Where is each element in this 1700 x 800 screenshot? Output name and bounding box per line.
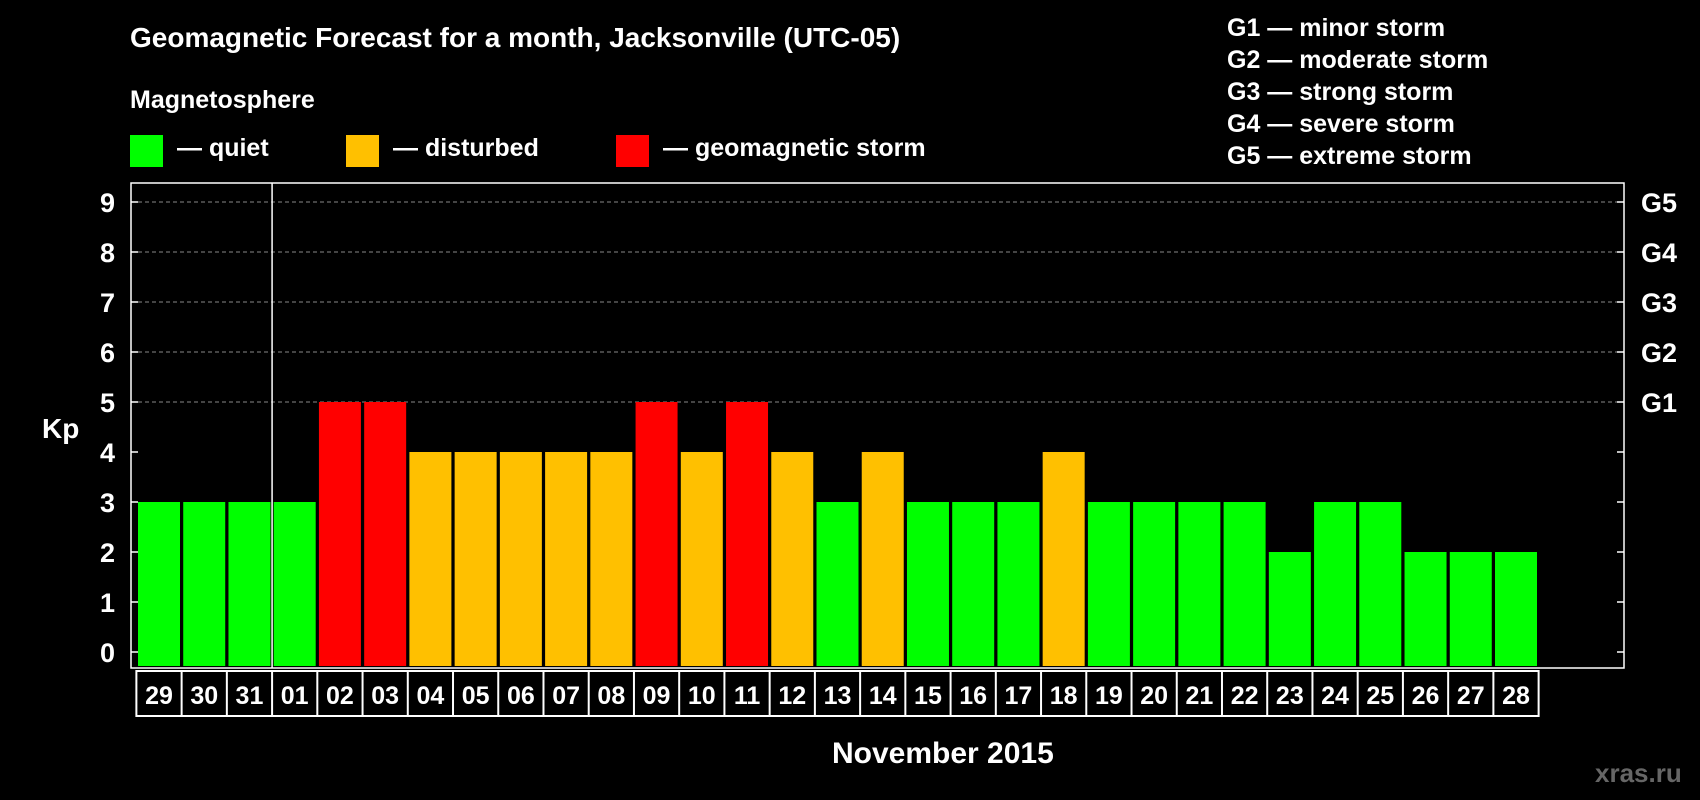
bar-29 (138, 502, 180, 666)
bar-18 (1042, 452, 1085, 666)
bar-15 (906, 502, 949, 666)
bar-28 (1495, 552, 1537, 666)
x-tick-label: 24 (1321, 682, 1349, 710)
y-tick-label: 8 (100, 238, 115, 268)
y-tick-label: 2 (100, 538, 115, 568)
bar-09 (635, 402, 678, 666)
bar-17 (997, 502, 1040, 666)
y-tick-label: 6 (100, 338, 115, 368)
date-row-frame (135, 670, 1540, 717)
y-tick-label: 5 (100, 388, 115, 418)
bar-07 (545, 452, 588, 666)
bar-05 (454, 452, 497, 666)
x-tick-label: 01 (281, 682, 309, 710)
bar-31 (228, 502, 271, 666)
bar-10 (680, 452, 723, 666)
y-tick-label: 9 (100, 188, 115, 218)
bar-06 (499, 452, 542, 666)
x-tick-label: 06 (507, 682, 535, 710)
y-tick-label: 0 (100, 638, 115, 668)
x-tick-label: 14 (869, 682, 897, 710)
bar-11 (726, 402, 769, 666)
y-axis-label: Kp (42, 413, 79, 444)
bar-19 (1087, 502, 1130, 666)
right-tick-label-g5: G5 (1641, 188, 1677, 218)
x-tick-label: 03 (371, 682, 399, 710)
bar-02 (318, 402, 361, 666)
x-tick-label: 16 (959, 682, 987, 710)
x-tick-label: 11 (734, 682, 761, 710)
x-tick-label: 12 (778, 682, 806, 710)
x-tick-label: 22 (1231, 682, 1259, 710)
x-tick-label: 20 (1140, 682, 1168, 710)
watermark: xras.ru (1595, 758, 1682, 788)
legend-label-storm: — geomagnetic storm (663, 134, 926, 162)
y-tick-label: 4 (100, 438, 115, 468)
y-tick-label: 3 (100, 488, 115, 518)
bar-03 (364, 402, 407, 666)
legend-swatch-quiet (130, 135, 163, 167)
bar-12 (771, 452, 814, 666)
chart-title: Geomagnetic Forecast for a month, Jackso… (130, 22, 901, 53)
x-tick-label: 29 (145, 682, 173, 710)
bar-30 (183, 502, 226, 666)
storm-level-g5: G5 — extreme storm (1227, 142, 1472, 170)
x-tick-label: 15 (914, 682, 942, 710)
legend-label-quiet: — quiet (177, 134, 269, 162)
x-tick-label: 05 (462, 682, 490, 710)
storm-level-g1: G1 — minor storm (1227, 14, 1446, 42)
x-tick-label: 31 (236, 682, 264, 710)
legend-swatch-storm (616, 135, 649, 167)
bar-22 (1223, 502, 1266, 666)
right-tick-label-g4: G4 (1641, 238, 1677, 268)
storm-level-g4: G4 — severe storm (1227, 110, 1455, 138)
right-tick-label-g3: G3 (1641, 288, 1677, 318)
bar-08 (590, 452, 633, 666)
x-tick-label: 19 (1095, 682, 1123, 710)
x-tick-label: 28 (1502, 682, 1530, 710)
x-axis-label: November 2015 (832, 737, 1054, 770)
x-tick-label: 18 (1050, 682, 1078, 710)
bar-24 (1314, 502, 1357, 666)
plot-frame (130, 182, 1625, 669)
storm-level-g2: G2 — moderate storm (1227, 46, 1489, 74)
bar-25 (1359, 502, 1402, 666)
bar-16 (952, 502, 995, 666)
legend-swatch-disturbed (346, 135, 379, 167)
legend-heading: Magnetosphere (130, 86, 315, 114)
legend-label-disturbed: — disturbed (393, 134, 539, 162)
bar-14 (861, 452, 904, 666)
bar-04 (409, 452, 452, 666)
bar-21 (1178, 502, 1221, 666)
x-tick-label: 10 (688, 682, 716, 710)
y-tick-label: 1 (100, 588, 115, 618)
x-tick-label: 25 (1366, 682, 1394, 710)
right-tick-label-g1: G1 (1641, 388, 1677, 418)
right-tick-label-g2: G2 (1641, 338, 1677, 368)
x-tick-label: 21 (1185, 682, 1213, 710)
x-tick-label: 26 (1412, 682, 1440, 710)
x-tick-label: 07 (552, 682, 580, 710)
bar-20 (1133, 502, 1176, 666)
x-tick-label: 08 (597, 682, 625, 710)
bar-26 (1404, 552, 1447, 666)
x-tick-label: 23 (1276, 682, 1304, 710)
bar-23 (1268, 552, 1311, 666)
x-tick-label: 04 (416, 682, 444, 710)
storm-level-g3: G3 — strong storm (1227, 78, 1454, 106)
x-tick-label: 02 (326, 682, 354, 710)
y-tick-label: 7 (100, 288, 115, 318)
bar-13 (816, 502, 859, 666)
bar-27 (1449, 552, 1492, 666)
x-tick-label: 30 (190, 682, 218, 710)
x-tick-label: 27 (1457, 682, 1485, 710)
x-tick-label: 17 (1005, 682, 1033, 710)
x-tick-label: 09 (643, 682, 671, 710)
x-tick-label: 13 (824, 682, 852, 710)
bar-01 (273, 502, 316, 666)
